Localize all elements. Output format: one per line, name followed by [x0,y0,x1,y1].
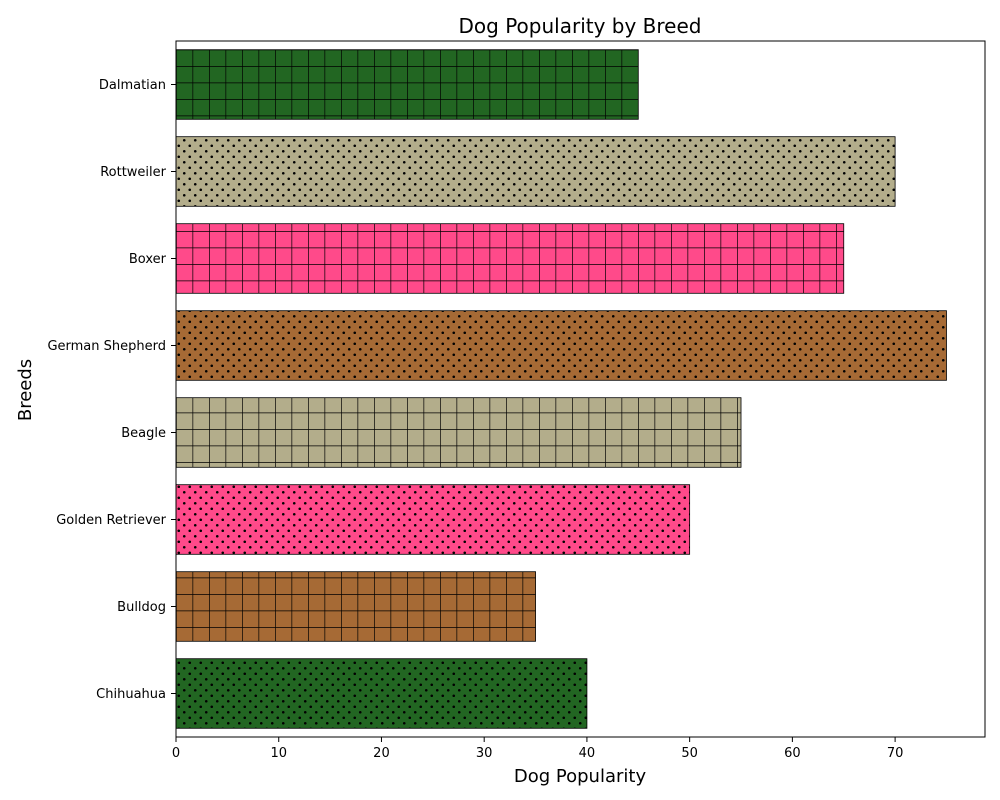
y-tick-label: German Shepherd [47,339,166,354]
x-axis-label: Dog Popularity [514,766,647,787]
y-tick-label: Rottweiler [100,165,166,180]
bar-german-shepherd [175,310,947,381]
y-tick-label: Boxer [129,252,167,267]
y-axis-label: Breeds [15,359,36,421]
x-tick-label: 10 [270,746,287,761]
bar-golden-retriever [175,484,691,555]
bar-beagle [175,397,742,468]
x-tick-label: 40 [579,746,596,761]
chart-title: Dog Popularity by Breed [459,14,702,38]
bar-bulldog [175,571,536,642]
y-tick-label: Bulldog [117,600,166,615]
bar-chihuahua [175,658,588,729]
x-axis: 0 10 20 30 40 50 60 70 [172,737,904,761]
y-axis: Chihuahua Bulldog Golden Retriever Beagle Ge… [47,78,176,702]
bar-rottweiler [175,136,896,207]
x-tick-label: 0 [172,746,180,761]
y-tick-label: Chihuahua [96,687,166,702]
x-tick-label: 20 [373,746,390,761]
x-tick-label: 60 [784,746,801,761]
y-tick-label: Beagle [121,426,166,441]
y-tick-label: Golden Retriever [56,513,166,528]
x-tick-label: 70 [887,746,904,761]
bar-dalmatian [175,49,639,120]
bars-layer [175,49,947,729]
x-tick-label: 30 [476,746,493,761]
plot-frame [175,40,986,738]
y-tick-label: Dalmatian [99,78,166,93]
x-tick-label: 50 [681,746,698,761]
bar-boxer [175,223,845,294]
